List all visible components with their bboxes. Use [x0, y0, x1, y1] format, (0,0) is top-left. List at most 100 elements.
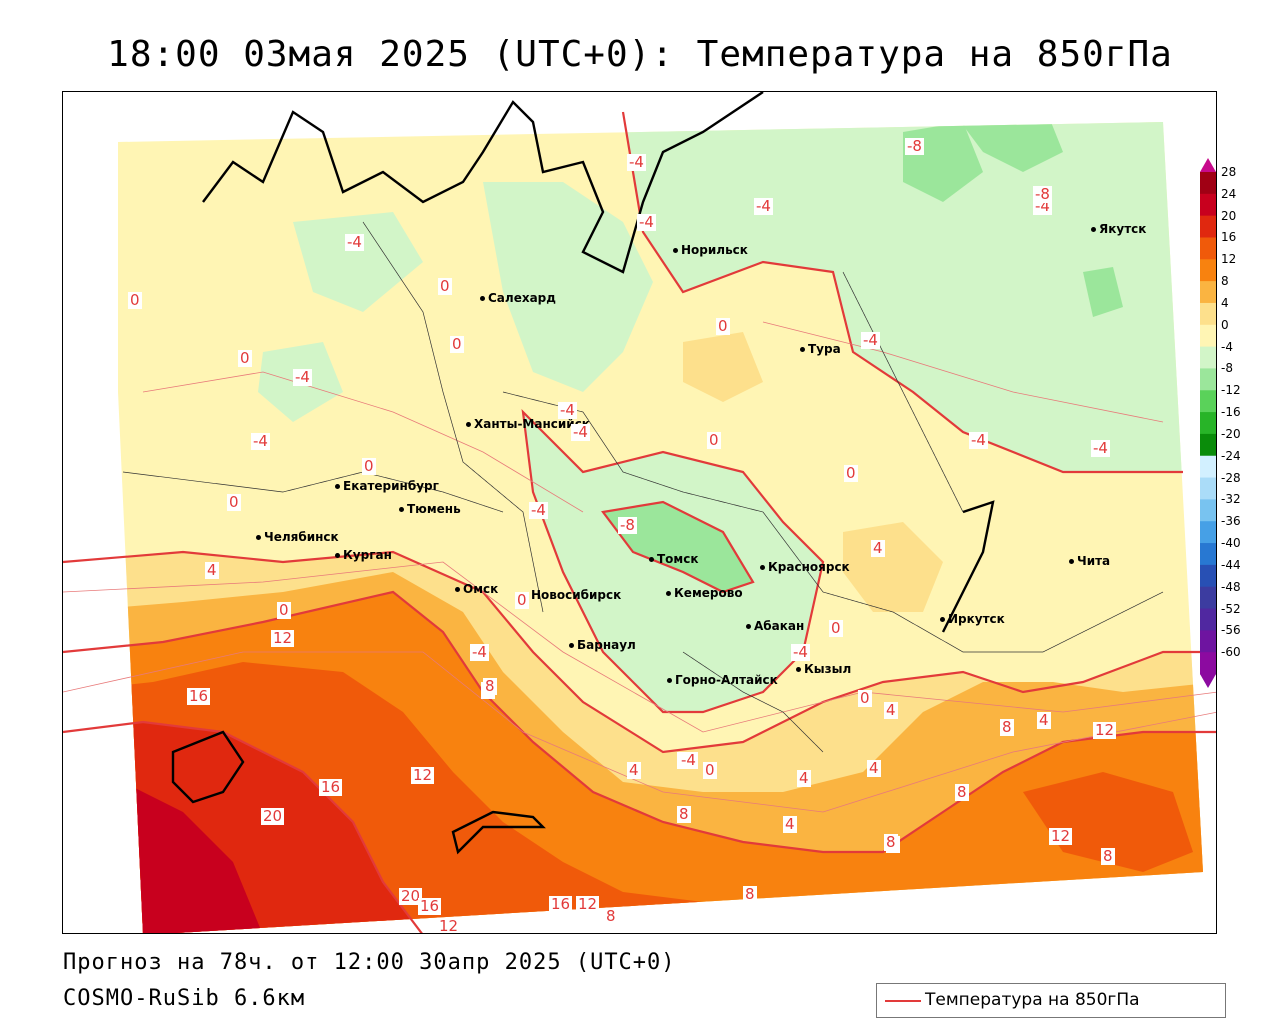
colorbar-tick-label: -36 — [1221, 514, 1241, 529]
contour-label: 8 — [955, 783, 969, 801]
contour-label: 0 — [238, 349, 252, 367]
colorbar-arrow-bottom — [1200, 674, 1216, 688]
temperature-map: Якутск Норильск Салехард Тура Ханты-Манс… — [62, 91, 1217, 934]
city-label: Тура — [800, 342, 841, 356]
contour-label: 12 — [411, 766, 435, 784]
city-label: Иркутск — [940, 612, 1005, 626]
colorbar-tick-label: 8 — [1221, 274, 1229, 289]
contour-label: -4 — [1091, 439, 1110, 457]
colorbar-bin — [1200, 215, 1216, 238]
forecast-info: Прогноз на 78ч. от 12:00 30апр 2025 (UTC… — [63, 950, 676, 975]
colorbar-bin — [1200, 390, 1216, 413]
contour-label: 0 — [362, 457, 376, 475]
colorbar-tick-label: -24 — [1221, 448, 1241, 463]
colorbar-bin — [1200, 652, 1216, 675]
contour-label: 0 — [703, 761, 717, 779]
contour-label: 16 — [549, 895, 573, 913]
colorbar — [1200, 158, 1216, 688]
colorbar-tick-label: -4 — [1221, 339, 1233, 354]
colorbar-bin — [1200, 477, 1216, 500]
contour-label: 12 — [576, 895, 600, 913]
contour-label: 4 — [783, 815, 797, 833]
contour-label: 16 — [187, 687, 211, 705]
contour-label: 0 — [858, 689, 872, 707]
colorbar-bin — [1200, 368, 1216, 391]
city-label: Курган — [335, 548, 392, 562]
colorbar-bin — [1200, 630, 1216, 653]
contour-label: -4 — [861, 331, 880, 349]
colorbar-tick-label: -32 — [1221, 492, 1241, 507]
contour-label: 4 — [871, 539, 885, 557]
legend: Температура на 850гПа — [876, 983, 1226, 1018]
city-label: Ханты-Мансийск — [466, 417, 590, 431]
contour-label: 0 — [844, 464, 858, 482]
city-label: Екатеринбург — [335, 479, 439, 493]
contour-label: 0 — [227, 493, 241, 511]
city-label: Новосибирск — [523, 588, 621, 602]
contour-label: 0 — [277, 601, 291, 619]
city-label: Якутск — [1091, 222, 1146, 236]
colorbar-tick-label: 0 — [1221, 317, 1229, 332]
city-label: Горно-Алтайск — [667, 673, 778, 687]
city-label: Тюмень — [399, 502, 461, 516]
contour-label: -8 — [905, 137, 924, 155]
colorbar-tick-label: -12 — [1221, 383, 1241, 398]
contour-label: 16 — [418, 897, 442, 915]
colorbar-bin — [1200, 586, 1216, 610]
contour-label: -4 — [470, 643, 489, 661]
contour-label: 4 — [1037, 711, 1051, 729]
contour-label: -4 — [529, 501, 548, 519]
city-label: Норильск — [673, 243, 748, 257]
colorbar-bin — [1200, 433, 1216, 457]
contour-label: -4 — [558, 401, 577, 419]
contour-label: 0 — [450, 335, 464, 353]
contour-label: -4 — [345, 233, 364, 251]
contour-label: -4 — [754, 197, 773, 215]
contour-label: 0 — [707, 431, 721, 449]
contour-label: 8 — [483, 677, 497, 695]
contour-label: 12 — [271, 629, 295, 647]
contour-label: 8 — [1000, 718, 1014, 736]
contour-label: -4 — [627, 153, 646, 171]
city-label: Челябинск — [256, 530, 339, 544]
contour-label: -4 — [293, 368, 312, 386]
contour-label: 8 — [677, 805, 691, 823]
contour-label: -8 — [618, 516, 637, 534]
colorbar-tick-label: -8 — [1221, 361, 1233, 376]
colorbar-tick-label: 4 — [1221, 295, 1229, 310]
contour-label: 4 — [205, 561, 219, 579]
contour-label: 0 — [716, 317, 730, 335]
legend-label: Температура на 850гПа — [925, 990, 1140, 1010]
colorbar-tick-label: -40 — [1221, 536, 1241, 551]
city-label: Барнаул — [569, 638, 636, 652]
colorbar-tick-label: -56 — [1221, 623, 1241, 638]
contour-label: 4 — [627, 761, 641, 779]
colorbar-tick-label: -48 — [1221, 579, 1241, 594]
contour-label: 0 — [128, 291, 142, 309]
contour-label: 20 — [399, 887, 423, 905]
colorbar-bin — [1200, 521, 1216, 544]
model-info: COSMO-RuSib 6.6км — [63, 986, 306, 1011]
contour-label: -4 — [637, 213, 656, 231]
contour-label: -4 — [969, 431, 988, 449]
contour-label: 8 — [604, 907, 618, 925]
colorbar-tick-label: -28 — [1221, 470, 1241, 485]
contour-label: -8 — [1033, 185, 1052, 203]
colorbar-tick-label: -16 — [1221, 405, 1241, 420]
contour-label: 12 — [1049, 827, 1073, 845]
colorbar-tick-label: -52 — [1221, 601, 1241, 616]
contour-label: 4 — [797, 769, 811, 787]
contour-label: 0 — [438, 277, 452, 295]
city-label: Чита — [1069, 554, 1110, 568]
colorbar-bin — [1200, 302, 1216, 326]
city-label: Абакан — [746, 619, 804, 633]
contour-label: 4 — [884, 701, 898, 719]
city-label: Красноярск — [760, 560, 850, 574]
city-label: Кызыл — [796, 662, 851, 676]
contour-label: 12 — [437, 917, 461, 934]
colorbar-tick-label: 12 — [1221, 252, 1237, 267]
colorbar-bin — [1200, 281, 1216, 304]
contour-label: -4 — [791, 643, 810, 661]
colorbar-bin — [1200, 455, 1216, 479]
contour-label: 8 — [884, 833, 898, 851]
